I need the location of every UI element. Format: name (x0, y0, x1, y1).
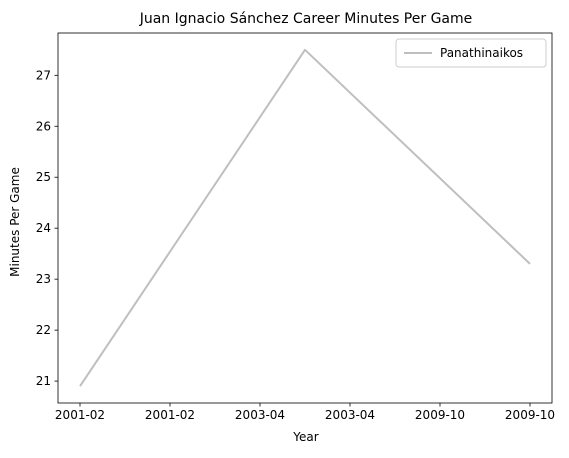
y-axis-label: Minutes Per Game (8, 167, 22, 277)
y-tick-label: 23 (36, 272, 51, 286)
x-axis: 2001-02 2001-02 2003-04 2003-04 2009-10 2009-… (55, 403, 555, 422)
y-tick-label: 27 (36, 68, 51, 82)
y-tick-label: 24 (36, 221, 51, 235)
x-tick-label: 2009-10 (505, 408, 555, 422)
x-tick-label: 2009-10 (415, 408, 465, 422)
y-tick-label: 26 (36, 119, 51, 133)
legend-label: Panathinaikos (440, 46, 523, 60)
plot-area (58, 33, 552, 403)
chart-title: Juan Ignacio Sánchez Career Minutes Per … (139, 11, 473, 27)
y-tick-label: 25 (36, 170, 51, 184)
x-axis-label: Year (292, 430, 318, 444)
y-tick-label: 21 (36, 374, 51, 388)
y-tick-label: 22 (36, 323, 51, 337)
x-tick-label: 2003-04 (325, 408, 375, 422)
legend: Panathinaikos (396, 39, 546, 67)
series-line-0 (80, 50, 530, 386)
y-axis: 21 22 23 24 25 26 27 (36, 68, 58, 388)
x-tick-label: 2003-04 (235, 408, 285, 422)
plot-frame (58, 33, 552, 403)
x-tick-label: 2001-02 (145, 408, 195, 422)
x-tick-label: 2001-02 (55, 408, 105, 422)
